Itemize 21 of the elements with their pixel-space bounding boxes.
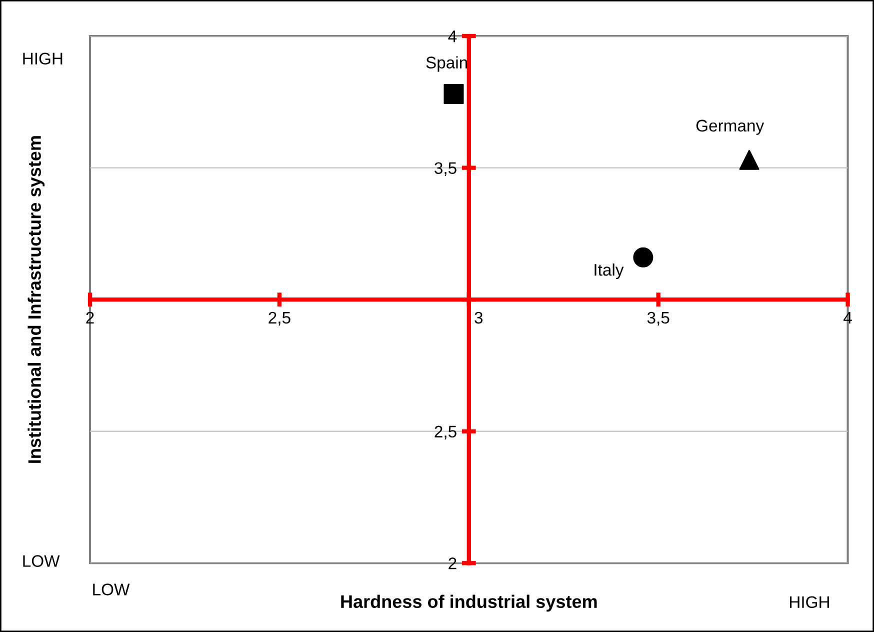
- series-label: Spain: [426, 56, 468, 72]
- x-tick-label: 2: [86, 312, 94, 324]
- text: LOW: [23, 555, 60, 567]
- point: [444, 84, 464, 104]
- y-tick-label: 2: [448, 558, 456, 570]
- text: HIGH: [790, 596, 829, 608]
- text: HIGH: [23, 52, 62, 65]
- x-axis-title: Hardness of industrial system: [341, 594, 597, 612]
- point: [739, 150, 760, 170]
- y-tick-label: 3,5: [434, 162, 456, 176]
- y-tick-label: 2,5: [434, 426, 456, 440]
- point: [633, 247, 654, 268]
- series-label: Germany: [696, 120, 764, 135]
- series-label: Italy: [594, 264, 624, 280]
- x-tick-label: 4: [844, 312, 852, 324]
- x-tick-label: 3,5: [647, 312, 670, 326]
- x-tick-label: 3: [474, 312, 483, 324]
- y-axis-title: Institutional and Infrastructure system: [28, 136, 45, 463]
- x-tick-label: 2,5: [268, 312, 290, 326]
- y-tick-label: 4: [448, 30, 457, 42]
- text: LOW: [93, 584, 130, 596]
